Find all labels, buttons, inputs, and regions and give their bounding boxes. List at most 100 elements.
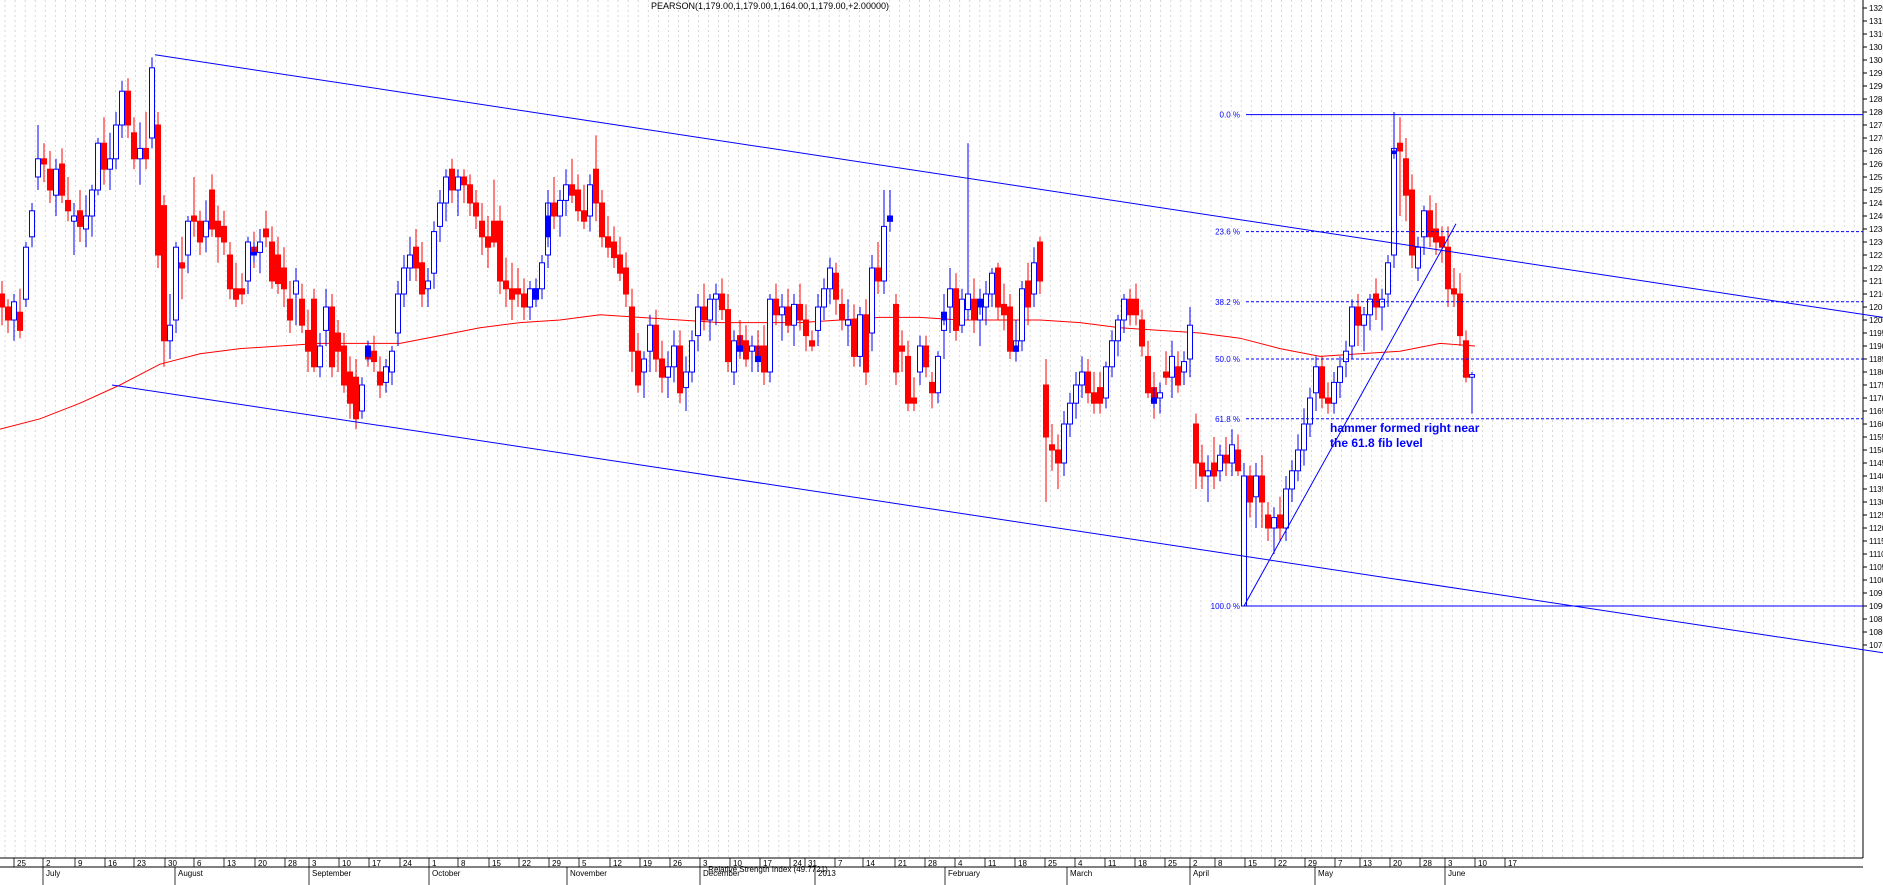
y-tick-label: 1270 (1869, 134, 1883, 143)
ma-line (0, 314, 1476, 430)
y-tick-label: 1170 (1869, 394, 1883, 403)
moving-average (0, 314, 1476, 430)
candle-body (1313, 366, 1319, 394)
candle-body (839, 303, 845, 321)
candle-body (1025, 280, 1031, 308)
x-month-label: October (432, 869, 461, 878)
candle-body (407, 254, 413, 269)
y-tick-label: 1280 (1869, 108, 1883, 117)
x-day-label: 2 (1193, 859, 1198, 868)
candle-body (401, 267, 407, 295)
candle-body (1211, 462, 1217, 477)
y-tick-label: 1190 (1869, 342, 1883, 351)
candle-body (1457, 293, 1463, 337)
candle-body (1343, 350, 1349, 363)
candle-body (1043, 384, 1049, 438)
y-tick-label: 1310 (1869, 30, 1883, 39)
candle-body (329, 306, 335, 368)
grid-lines (0, 0, 1864, 868)
candle-body (1019, 288, 1025, 342)
candles (0, 57, 1475, 607)
fib-label: 50.0 % (1215, 355, 1240, 364)
candle-body (239, 288, 245, 295)
candle-body (377, 371, 383, 386)
candle-body (479, 220, 485, 238)
y-tick-label: 1220 (1869, 264, 1883, 273)
candle-body (713, 293, 719, 300)
candle-body (107, 158, 113, 170)
fib-label: 100.0 % (1211, 602, 1240, 611)
candle-body (0, 293, 5, 308)
x-day-label: 25 (1168, 859, 1177, 868)
x-day-label: 8 (1218, 859, 1223, 868)
candle-body (851, 319, 857, 357)
y-tick-label: 1210 (1869, 290, 1883, 299)
candle-body (965, 293, 971, 311)
y-tick-label: 1205 (1869, 303, 1883, 312)
y-tick-label: 1080 (1869, 628, 1883, 637)
x-day-label: 21 (898, 859, 907, 868)
y-tick-label: 1105 (1869, 563, 1883, 572)
y-tick-label: 1265 (1869, 147, 1883, 156)
x-day-label: 18 (1018, 859, 1027, 868)
candle-body (899, 345, 905, 352)
candle-body (191, 215, 197, 222)
candle-body (1397, 142, 1403, 152)
candle-body (209, 189, 215, 230)
candle-body (953, 288, 959, 331)
candle-body (671, 345, 677, 368)
x-day-label: 28 (1423, 859, 1432, 868)
y-tick-label: 1240 (1869, 212, 1883, 221)
y-tick-label: 1275 (1869, 121, 1883, 130)
candle-body (1259, 475, 1265, 503)
y-tick-label: 1285 (1869, 95, 1883, 104)
x-day-label: 13 (227, 859, 236, 868)
y-tick-label: 1180 (1869, 368, 1883, 377)
candle-body (689, 340, 695, 373)
candle-body (605, 236, 611, 248)
y-tick-label: 1155 (1869, 433, 1883, 442)
candle-body (281, 267, 287, 290)
x-day-label: 15 (1248, 859, 1257, 868)
candle-body (317, 345, 323, 368)
indicator-label: Relative Strength Index (49.7721) (708, 865, 828, 874)
candle-body (23, 246, 29, 300)
y-tick-label: 1200 (1869, 316, 1883, 325)
x-day-label: 22 (522, 859, 531, 868)
x-day-label: 30 (168, 859, 177, 868)
candle-body (1187, 324, 1193, 360)
candle-body (1307, 397, 1313, 425)
candle-body (545, 215, 551, 238)
candle-body (371, 350, 377, 363)
y-tick-label: 1090 (1869, 602, 1883, 611)
candle-body (59, 163, 65, 196)
candle-body (1223, 454, 1229, 464)
candle-body (959, 298, 965, 326)
x-month-label: September (312, 869, 351, 878)
candle-body (911, 397, 917, 404)
candle-body (437, 202, 443, 227)
candle-body (485, 236, 491, 248)
candle-body (131, 132, 137, 160)
candle-body (881, 225, 887, 282)
candle-body (737, 345, 743, 352)
candle-body (449, 168, 455, 191)
candle-body (17, 311, 23, 331)
x-day-label: 20 (1393, 859, 1402, 868)
candle-body (443, 176, 449, 204)
x-day-label: 20 (258, 859, 267, 868)
candle-body (905, 355, 911, 404)
candle-body (185, 220, 191, 256)
candle-body (497, 220, 503, 282)
x-day-label: 7 (838, 859, 843, 868)
x-day-label: 28 (928, 859, 937, 868)
candle-body (611, 241, 617, 259)
candle-body (89, 189, 95, 217)
candle-body (1301, 423, 1307, 451)
y-tick-label: 1255 (1869, 173, 1883, 182)
candle-body (1157, 392, 1163, 399)
x-month-label: June (1448, 869, 1466, 878)
candle-body (467, 184, 473, 204)
candle-body (803, 319, 809, 337)
candle-body (977, 298, 983, 308)
